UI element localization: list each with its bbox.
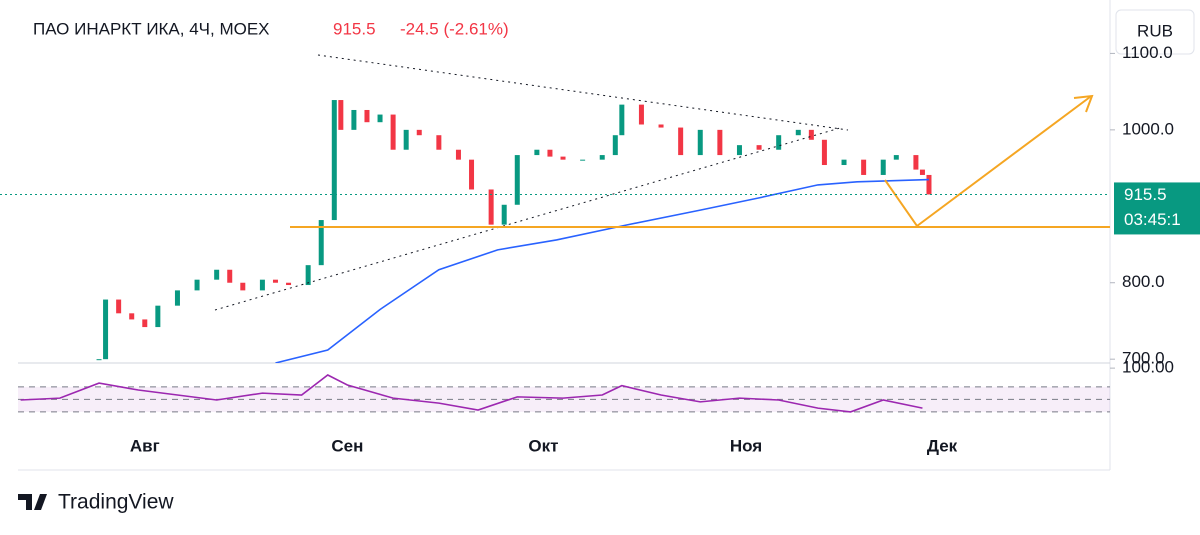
candle <box>501 204 507 225</box>
candle <box>403 129 409 150</box>
price-pane <box>96 100 932 363</box>
candle <box>305 265 311 286</box>
candle <box>174 290 180 306</box>
candle <box>129 313 135 320</box>
candle <box>919 169 925 175</box>
currency-box[interactable] <box>1115 9 1195 55</box>
candle <box>893 155 899 160</box>
candle <box>697 129 703 156</box>
candle <box>658 124 664 128</box>
y-tick-label: 800.0 <box>1122 272 1165 291</box>
candle <box>560 156 566 160</box>
moving-average <box>275 178 930 363</box>
candle <box>96 359 102 361</box>
candle <box>351 109 357 130</box>
candle <box>142 319 148 328</box>
header-change: -24.5 (-2.61%) <box>400 19 509 38</box>
rsi-line <box>20 374 923 413</box>
x-tick-label: Дек <box>927 436 958 455</box>
x-tick-label: Сен <box>331 436 363 455</box>
header-price: 915.5 <box>333 19 376 38</box>
candle <box>913 155 919 170</box>
y-tick-label: 700.0 <box>1122 349 1165 368</box>
candle <box>338 100 344 130</box>
candle <box>227 269 233 283</box>
trendline <box>214 127 841 311</box>
candle <box>214 269 220 280</box>
candle <box>534 149 540 156</box>
x-tick-label: Ноя <box>730 436 762 455</box>
candle <box>580 159 586 161</box>
candle <box>619 104 625 136</box>
candle <box>155 305 161 328</box>
x-tick-label: Авг <box>130 436 160 455</box>
candle <box>880 159 886 175</box>
candle <box>795 129 801 136</box>
price-label: 915.5 <box>1124 185 1167 204</box>
candle <box>638 104 644 125</box>
candle <box>416 129 422 136</box>
candle <box>240 282 246 291</box>
trendline <box>317 54 849 131</box>
candle <box>116 299 122 314</box>
candle <box>547 149 553 157</box>
candle <box>390 114 396 150</box>
timer: 03:45:1 <box>1124 210 1181 229</box>
candle <box>678 127 684 156</box>
x-tick-label: Окт <box>528 436 558 455</box>
candle <box>331 100 337 221</box>
candle <box>318 220 324 266</box>
candle <box>469 159 475 190</box>
candle <box>455 149 461 160</box>
price-label-box <box>1114 182 1200 235</box>
y-tick-label: 1000.0 <box>1122 119 1174 138</box>
candle <box>612 135 618 156</box>
candle <box>776 135 782 150</box>
candle <box>808 129 814 140</box>
candle <box>821 139 827 166</box>
candle <box>272 279 278 283</box>
candle <box>103 299 109 360</box>
currency[interactable]: RUB <box>1137 21 1173 40</box>
drawings <box>214 54 1110 311</box>
rsi-tick-label: 100.00 <box>1122 358 1174 377</box>
candle <box>488 189 494 225</box>
candle <box>377 114 383 123</box>
candle <box>599 155 605 160</box>
candle <box>926 174 932 195</box>
title: ПАО ИНАРКТ ИКА, 4Ч, MOEX <box>33 19 270 38</box>
forecast-arrow <box>884 96 1091 228</box>
candle <box>756 145 762 150</box>
candle <box>736 145 742 156</box>
candle <box>436 135 442 150</box>
candle <box>514 155 520 205</box>
candle <box>259 279 265 291</box>
arrow-head <box>1073 94 1094 113</box>
y-tick-label: 1100.0 <box>1122 43 1173 62</box>
candle <box>861 159 867 175</box>
brand-logo: TradingView <box>18 491 174 514</box>
candle <box>841 159 847 166</box>
candle <box>717 129 723 156</box>
candle <box>364 109 370 123</box>
candle <box>286 282 292 286</box>
brand: TradingView <box>58 491 174 514</box>
candle <box>194 279 200 291</box>
